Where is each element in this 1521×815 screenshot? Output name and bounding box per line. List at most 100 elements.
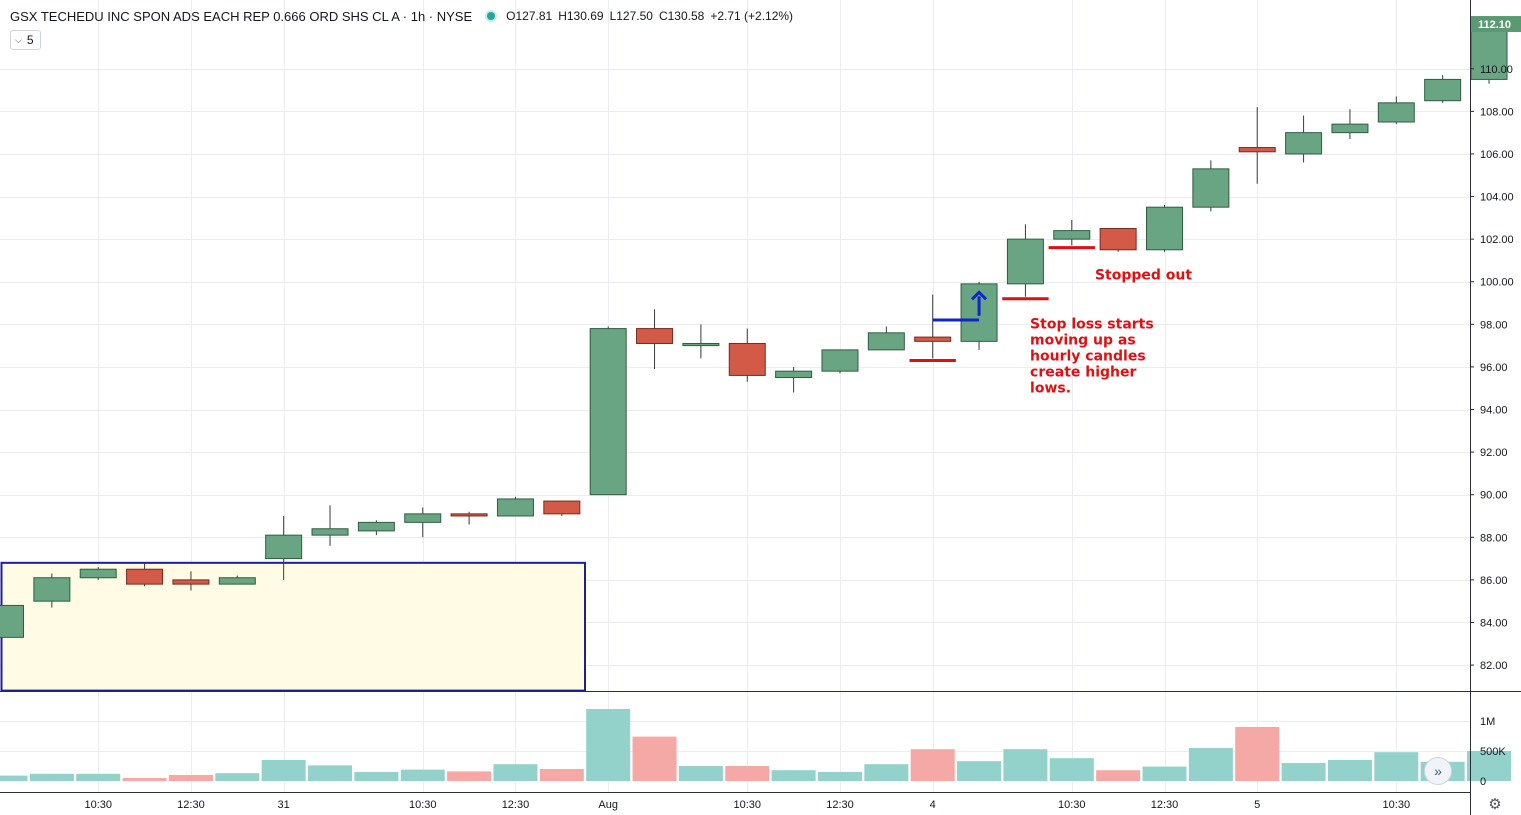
consolidation-box	[0, 561, 586, 692]
volume-bar	[493, 764, 538, 781]
volume-bar	[725, 766, 770, 781]
candle-body	[1192, 168, 1230, 208]
time-tick-label: 10:30	[409, 799, 437, 811]
volume-bars	[0, 709, 1512, 781]
candle-body	[775, 370, 813, 379]
volume-bar	[864, 764, 909, 781]
up-candle	[404, 507, 442, 538]
volume-bar	[1327, 760, 1372, 781]
chart-header: GSX TECHEDU INC SPON ADS EACH REP 0.666 …	[10, 6, 799, 26]
entry-arrow-head	[970, 290, 988, 301]
up-candle	[1006, 224, 1044, 297]
volume-bar	[1281, 763, 1326, 781]
up-candle	[867, 326, 905, 351]
price-tick-label: 82.00	[1480, 660, 1508, 672]
stop-loss-note-line: lows.	[1030, 381, 1071, 397]
indicator-legend[interactable]: ⌵ 5	[10, 30, 41, 50]
candle-body	[1285, 132, 1323, 155]
volume-bar	[1096, 770, 1141, 781]
up-candle	[1192, 160, 1230, 212]
price-tick-label: 92.00	[1480, 447, 1508, 459]
volume-bar	[29, 773, 74, 781]
chevron-down-icon[interactable]: ⌵	[15, 34, 22, 45]
change-value: +2.71 (+2.12%)	[710, 9, 794, 23]
candle-body	[867, 332, 905, 351]
candle-body	[543, 500, 581, 515]
time-tick-label: 10:30	[1058, 799, 1086, 811]
gear-icon[interactable]: ⚙	[1488, 796, 1502, 813]
indicator-legend-label: 5	[26, 33, 34, 47]
time-tick-label: 10:30	[84, 799, 112, 811]
up-candle	[589, 326, 627, 496]
candle-body	[33, 577, 71, 602]
candle-body	[218, 577, 256, 585]
price-tick-label: 86.00	[1480, 575, 1508, 587]
volume-bar	[1188, 748, 1233, 781]
candle-body	[914, 336, 952, 342]
volume-bar	[261, 760, 306, 781]
volume-bar	[771, 770, 816, 781]
volume-bar	[1235, 727, 1280, 781]
up-candle	[775, 366, 813, 393]
stop-loss-note-line: Stop loss starts	[1030, 317, 1154, 333]
current-price-badge	[1471, 16, 1521, 33]
candle-body	[821, 349, 859, 372]
volume-bar	[447, 771, 492, 781]
down-candle	[543, 500, 581, 516]
volume-bar	[1142, 766, 1187, 781]
candle-body	[1331, 123, 1369, 134]
price-tick-label: 102.00	[1480, 234, 1514, 246]
up-candle	[218, 575, 256, 585]
down-candle	[126, 562, 164, 587]
volume-bar	[354, 772, 399, 781]
time-tick-label: 12:30	[177, 799, 205, 811]
symbol-title[interactable]: GSX TECHEDU INC SPON ADS EACH REP 0.666 …	[10, 8, 473, 24]
volume-bar	[1467, 751, 1512, 781]
time-tick-label: 31	[278, 799, 290, 811]
volume-bar	[215, 773, 260, 781]
annotations: Stopped out Stop loss starts moving up as h…	[909, 246, 1192, 397]
volume-bar	[957, 761, 1002, 781]
volume-bar	[1003, 749, 1048, 781]
up-candle	[1053, 219, 1091, 246]
grid	[0, 0, 1470, 792]
down-candle	[1099, 227, 1137, 252]
up-candle	[1377, 96, 1415, 125]
down-candle	[636, 309, 674, 370]
price-tick-label: 84.00	[1480, 617, 1508, 629]
candle-body	[496, 498, 534, 517]
market-status-dot-icon	[486, 11, 496, 21]
candle-body	[1377, 102, 1415, 123]
candle-body	[1053, 230, 1091, 240]
candle-body	[126, 568, 164, 585]
candle-body	[357, 521, 395, 532]
volume-bar	[817, 772, 862, 781]
candles	[0, 21, 1508, 638]
time-tick-label: 12:30	[826, 799, 854, 811]
down-candle	[450, 511, 488, 525]
price-tick-label: 90.00	[1480, 490, 1508, 502]
volume-bar	[0, 775, 28, 781]
candle-body	[450, 513, 488, 517]
volume-bar	[76, 773, 121, 781]
volume-bar	[678, 766, 723, 781]
price-tick-label: 88.00	[1480, 532, 1508, 544]
candle-body	[79, 568, 117, 579]
up-candle	[496, 496, 534, 517]
price-tick-label: 104.00	[1480, 192, 1514, 204]
stopped-out-label: Stopped out	[1095, 268, 1192, 284]
current-price-label: 112.10	[1478, 19, 1511, 31]
price-tick-label: 98.00	[1480, 319, 1508, 331]
up-candle	[1424, 75, 1462, 103]
up-candle	[33, 573, 71, 608]
up-candle	[79, 567, 117, 580]
volume-bar	[586, 709, 631, 781]
price-tick-label: 100.00	[1480, 277, 1514, 289]
double-chevron-right-icon[interactable]: »	[1424, 757, 1452, 785]
price-tick-label: 94.00	[1480, 405, 1508, 417]
candle-body	[682, 342, 720, 347]
stop-loss-note-line: create higher	[1030, 365, 1136, 381]
up-candle	[311, 505, 349, 546]
candle-body	[1006, 238, 1044, 285]
